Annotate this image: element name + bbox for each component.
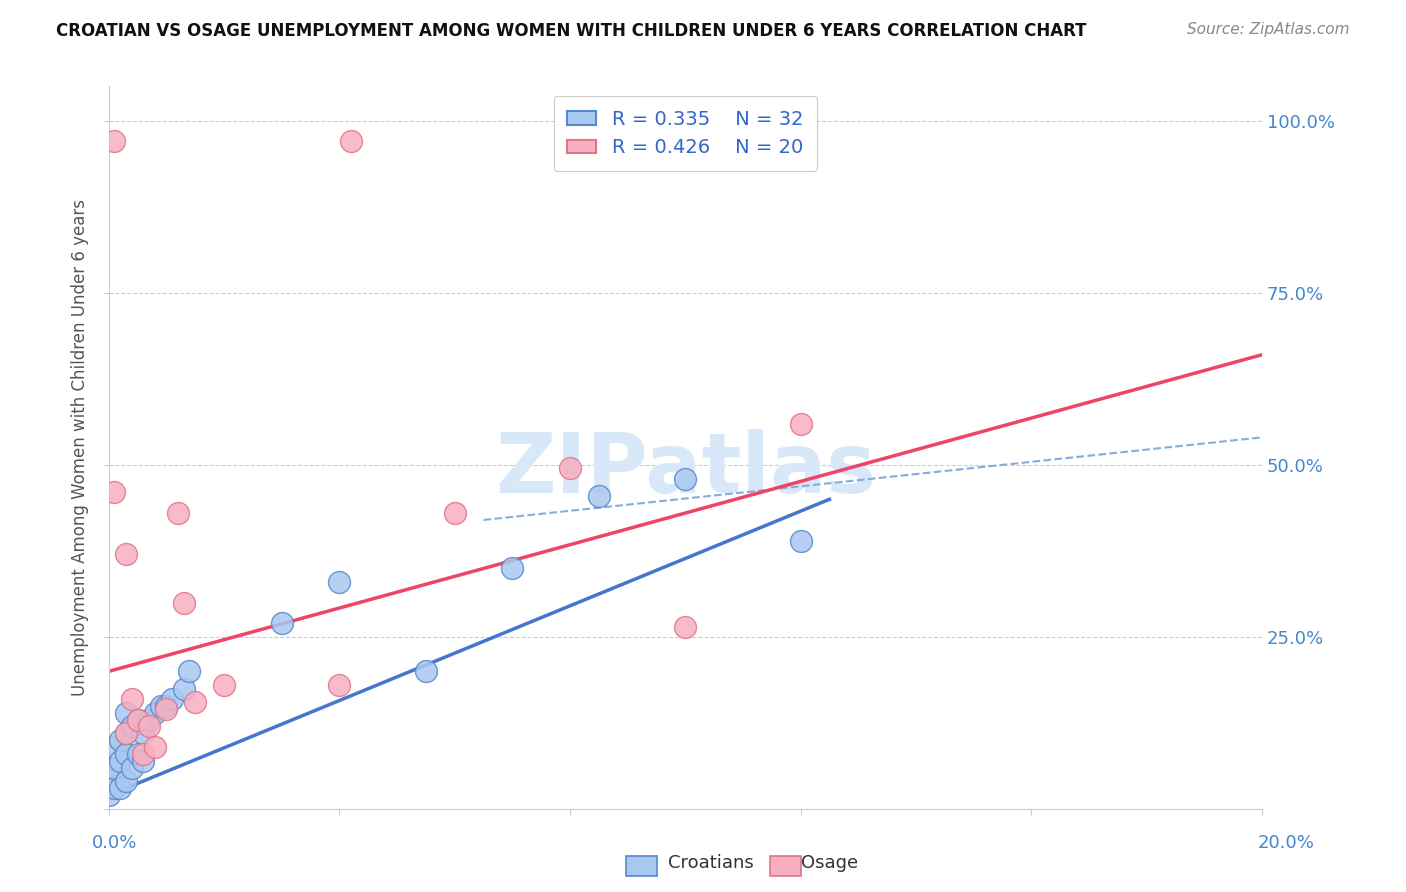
Point	[270, 616, 292, 631]
Point	[173, 681, 195, 696]
Point	[110, 754, 132, 768]
Text: Osage: Osage	[801, 855, 859, 872]
Point	[115, 726, 138, 740]
Point	[103, 761, 125, 775]
Point	[127, 747, 149, 761]
Point	[149, 698, 172, 713]
Point	[115, 726, 138, 740]
Point	[132, 747, 155, 761]
Point	[115, 706, 138, 720]
Point	[121, 692, 143, 706]
Text: 0.0%: 0.0%	[91, 834, 136, 852]
Point	[115, 547, 138, 561]
Point	[179, 665, 201, 679]
Point	[160, 692, 183, 706]
Legend: R = 0.335    N = 32, R = 0.426    N = 20: R = 0.335 N = 32, R = 0.426 N = 20	[554, 96, 817, 171]
Point	[143, 706, 166, 720]
Point	[103, 740, 125, 755]
Point	[340, 135, 363, 149]
Point	[103, 781, 125, 796]
Text: CROATIAN VS OSAGE UNEMPLOYMENT AMONG WOMEN WITH CHILDREN UNDER 6 YEARS CORRELATI: CROATIAN VS OSAGE UNEMPLOYMENT AMONG WOM…	[56, 22, 1087, 40]
Point	[103, 485, 125, 500]
Point	[132, 754, 155, 768]
Point	[588, 489, 610, 503]
Point	[138, 719, 160, 733]
Point	[110, 733, 132, 747]
Point	[110, 781, 132, 796]
Point	[212, 678, 235, 692]
Point	[97, 789, 120, 803]
Point	[173, 595, 195, 609]
Point	[155, 702, 177, 716]
Point	[328, 678, 350, 692]
Point	[103, 135, 125, 149]
Point	[789, 417, 811, 431]
Point	[127, 713, 149, 727]
Point	[673, 619, 696, 633]
Point	[132, 726, 155, 740]
Point	[184, 695, 207, 709]
Text: ZIPatlas: ZIPatlas	[495, 429, 876, 510]
Point	[167, 506, 190, 520]
Point	[155, 698, 177, 713]
Point	[558, 461, 581, 475]
Point	[127, 713, 149, 727]
Point	[673, 472, 696, 486]
Point	[121, 719, 143, 733]
Point	[443, 506, 465, 520]
Point	[115, 774, 138, 789]
Text: 20.0%: 20.0%	[1258, 834, 1315, 852]
Text: Croatians: Croatians	[668, 855, 754, 872]
Point	[138, 713, 160, 727]
Point	[97, 767, 120, 781]
Point	[501, 561, 523, 575]
Point	[789, 533, 811, 548]
Point	[328, 574, 350, 589]
Point	[121, 761, 143, 775]
Point	[143, 740, 166, 755]
Y-axis label: Unemployment Among Women with Children Under 6 years: Unemployment Among Women with Children U…	[72, 199, 89, 696]
Point	[115, 747, 138, 761]
Point	[415, 665, 437, 679]
Text: Source: ZipAtlas.com: Source: ZipAtlas.com	[1187, 22, 1350, 37]
